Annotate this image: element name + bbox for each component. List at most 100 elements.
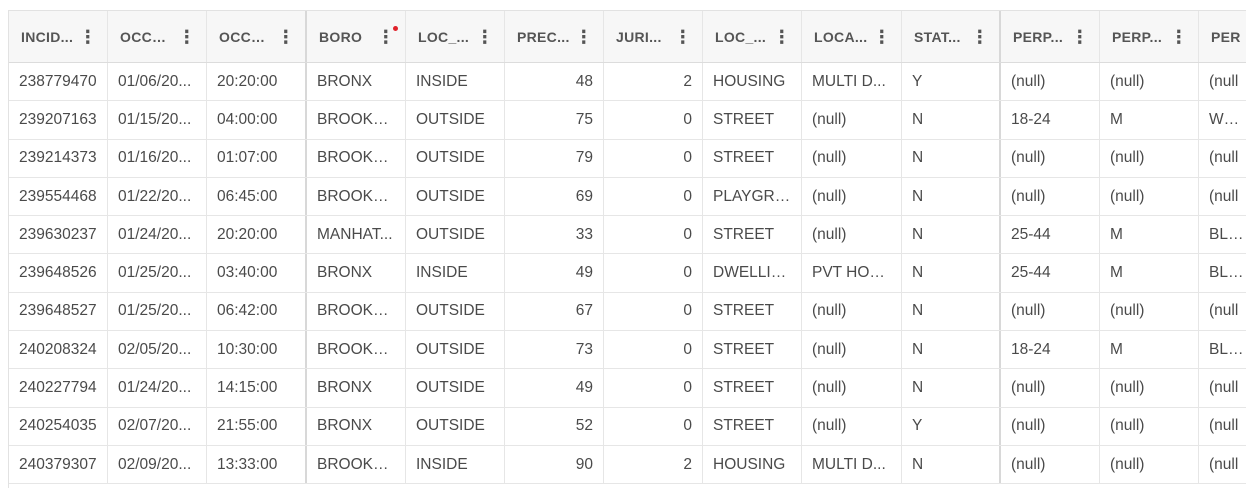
- table-cell[interactable]: OUTSIDE: [406, 216, 505, 254]
- table-cell[interactable]: 0: [604, 254, 703, 292]
- table-cell[interactable]: (null): [1100, 369, 1199, 407]
- table-cell[interactable]: (null: [1199, 140, 1246, 177]
- kebab-menu-icon[interactable]: ⋮: [574, 26, 593, 47]
- column-header-10[interactable]: PERP... ⋮: [1001, 11, 1100, 62]
- column-header-2[interactable]: OCCU... ⋮: [207, 11, 307, 62]
- table-cell[interactable]: 90: [505, 445, 604, 484]
- table-cell[interactable]: 02/05/20...: [108, 331, 207, 369]
- kebab-menu-icon[interactable]: ⋮: [1169, 26, 1188, 47]
- table-cell[interactable]: OUTSIDE: [406, 369, 505, 407]
- column-header-5[interactable]: PREC... ⋮: [505, 11, 604, 62]
- table-cell[interactable]: (null: [1199, 446, 1246, 483]
- table-cell[interactable]: 18-24: [1001, 101, 1100, 139]
- table-cell[interactable]: 0: [604, 101, 703, 139]
- table-cell[interactable]: 01/25/20...: [108, 292, 207, 331]
- table-cell[interactable]: 03:40:00: [207, 254, 307, 292]
- table-cell[interactable]: Y: [902, 63, 1001, 101]
- table-cell[interactable]: 239207163: [9, 101, 108, 139]
- table-cell[interactable]: STREET: [703, 216, 802, 254]
- table-cell[interactable]: BLAC: [1199, 216, 1246, 253]
- table-cell[interactable]: BROOKLYN: [307, 101, 406, 139]
- table-cell[interactable]: Y: [902, 407, 1001, 445]
- table-cell[interactable]: 04:00:00: [207, 101, 307, 139]
- table-cell[interactable]: 239214373: [9, 139, 108, 177]
- table-cell[interactable]: N: [902, 254, 1001, 292]
- table-cell[interactable]: 48: [505, 63, 604, 101]
- table-cell[interactable]: N: [902, 445, 1001, 484]
- table-row[interactable]: 240208324 02/05/20... 10:30:00 BROOKLYN OUTS…: [9, 331, 1246, 370]
- table-row[interactable]: 239207163 01/15/20... 04:00:00 BROOKLYN OUTS…: [9, 101, 1246, 140]
- table-cell[interactable]: OUTSIDE: [406, 101, 505, 139]
- table-cell[interactable]: 239648527: [9, 292, 108, 331]
- table-cell[interactable]: (null: [1199, 369, 1246, 406]
- table-cell[interactable]: (null): [1100, 63, 1199, 101]
- table-cell[interactable]: STREET: [703, 407, 802, 445]
- table-cell[interactable]: N: [902, 369, 1001, 407]
- column-header-3[interactable]: BORO ⋮: [307, 11, 406, 62]
- kebab-menu-icon[interactable]: ⋮: [872, 26, 891, 47]
- table-cell[interactable]: 01/06/20...: [108, 63, 207, 101]
- kebab-menu-icon[interactable]: ⋮: [970, 26, 989, 47]
- table-cell[interactable]: (null: [1199, 293, 1246, 330]
- table-cell[interactable]: 240208324: [9, 331, 108, 369]
- table-cell[interactable]: (null): [1100, 407, 1199, 445]
- table-cell[interactable]: M: [1100, 254, 1199, 292]
- table-cell[interactable]: BROOKLYN: [307, 139, 406, 177]
- table-cell[interactable]: (null): [802, 292, 902, 331]
- table-cell[interactable]: 06:45:00: [207, 177, 307, 216]
- table-cell[interactable]: 239554468: [9, 177, 108, 216]
- table-cell[interactable]: (null): [802, 139, 902, 177]
- table-cell[interactable]: 69: [505, 177, 604, 216]
- table-cell[interactable]: 240379307: [9, 445, 108, 484]
- table-cell[interactable]: BROOKLYN: [307, 445, 406, 484]
- kebab-menu-icon[interactable]: ⋮: [475, 26, 494, 47]
- table-cell[interactable]: OUTSIDE: [406, 331, 505, 369]
- column-header-0[interactable]: INCID... ⋮: [9, 11, 108, 62]
- table-cell[interactable]: MULTI D...: [802, 63, 902, 101]
- table-cell[interactable]: 20:20:00: [207, 63, 307, 101]
- table-cell[interactable]: 01/22/20...: [108, 177, 207, 216]
- table-cell[interactable]: 79: [505, 139, 604, 177]
- table-cell[interactable]: (null): [802, 331, 902, 369]
- table-cell[interactable]: 0: [604, 331, 703, 369]
- kebab-menu-icon[interactable]: ⋮: [276, 26, 295, 47]
- table-row[interactable]: 239648527 01/25/20... 06:42:00 BROOKLYN OUTS…: [9, 292, 1246, 332]
- kebab-menu-icon[interactable]: ⋮: [1070, 26, 1089, 47]
- table-row[interactable]: 239648526 01/25/20... 03:40:00 BRONX INSIDE 4…: [9, 254, 1246, 293]
- table-cell[interactable]: STREET: [703, 369, 802, 407]
- column-header-1[interactable]: OCCU... ⋮: [108, 11, 207, 62]
- kebab-menu-icon[interactable]: ⋮: [177, 26, 196, 47]
- column-header-6[interactable]: JURI... ⋮: [604, 11, 703, 62]
- table-cell[interactable]: 2: [604, 63, 703, 101]
- table-cell[interactable]: 0: [604, 216, 703, 254]
- table-cell[interactable]: BLAC: [1199, 331, 1246, 368]
- table-row[interactable]: 240379307 02/09/20... 13:33:00 BROOKLYN INSI…: [9, 445, 1246, 485]
- table-row[interactable]: 239554468 01/22/20... 06:45:00 BROOKLYN OUTS…: [9, 177, 1246, 217]
- table-cell[interactable]: (null: [1199, 63, 1246, 100]
- table-cell[interactable]: OUTSIDE: [406, 177, 505, 216]
- kebab-menu-icon[interactable]: ⋮: [78, 26, 97, 47]
- table-cell[interactable]: BROOKLYN: [307, 177, 406, 216]
- table-cell[interactable]: 21:55:00: [207, 407, 307, 445]
- table-cell[interactable]: BLAC: [1199, 254, 1246, 291]
- table-cell[interactable]: 2: [604, 445, 703, 484]
- table-cell[interactable]: (null): [1001, 407, 1100, 445]
- kebab-menu-icon[interactable]: ⋮: [673, 26, 692, 47]
- table-cell[interactable]: 01/16/20...: [108, 139, 207, 177]
- table-cell[interactable]: (null): [802, 177, 902, 216]
- table-cell[interactable]: OUTSIDE: [406, 139, 505, 177]
- column-header-11[interactable]: PERP... ⋮: [1100, 11, 1199, 62]
- table-cell[interactable]: 14:15:00: [207, 369, 307, 407]
- table-cell[interactable]: (null): [802, 407, 902, 445]
- table-cell[interactable]: (null): [1001, 139, 1100, 177]
- table-cell[interactable]: 0: [604, 177, 703, 216]
- table-cell[interactable]: 01/25/20...: [108, 254, 207, 292]
- table-cell[interactable]: 49: [505, 369, 604, 407]
- table-cell[interactable]: 02/09/20...: [108, 445, 207, 484]
- table-cell[interactable]: (null): [1001, 445, 1100, 484]
- table-cell[interactable]: BROOKLYN: [307, 292, 406, 331]
- table-cell[interactable]: (null): [1100, 139, 1199, 177]
- table-cell[interactable]: (null): [1100, 445, 1199, 484]
- table-cell[interactable]: MANHAT...: [307, 216, 406, 254]
- table-cell[interactable]: 240254035: [9, 407, 108, 445]
